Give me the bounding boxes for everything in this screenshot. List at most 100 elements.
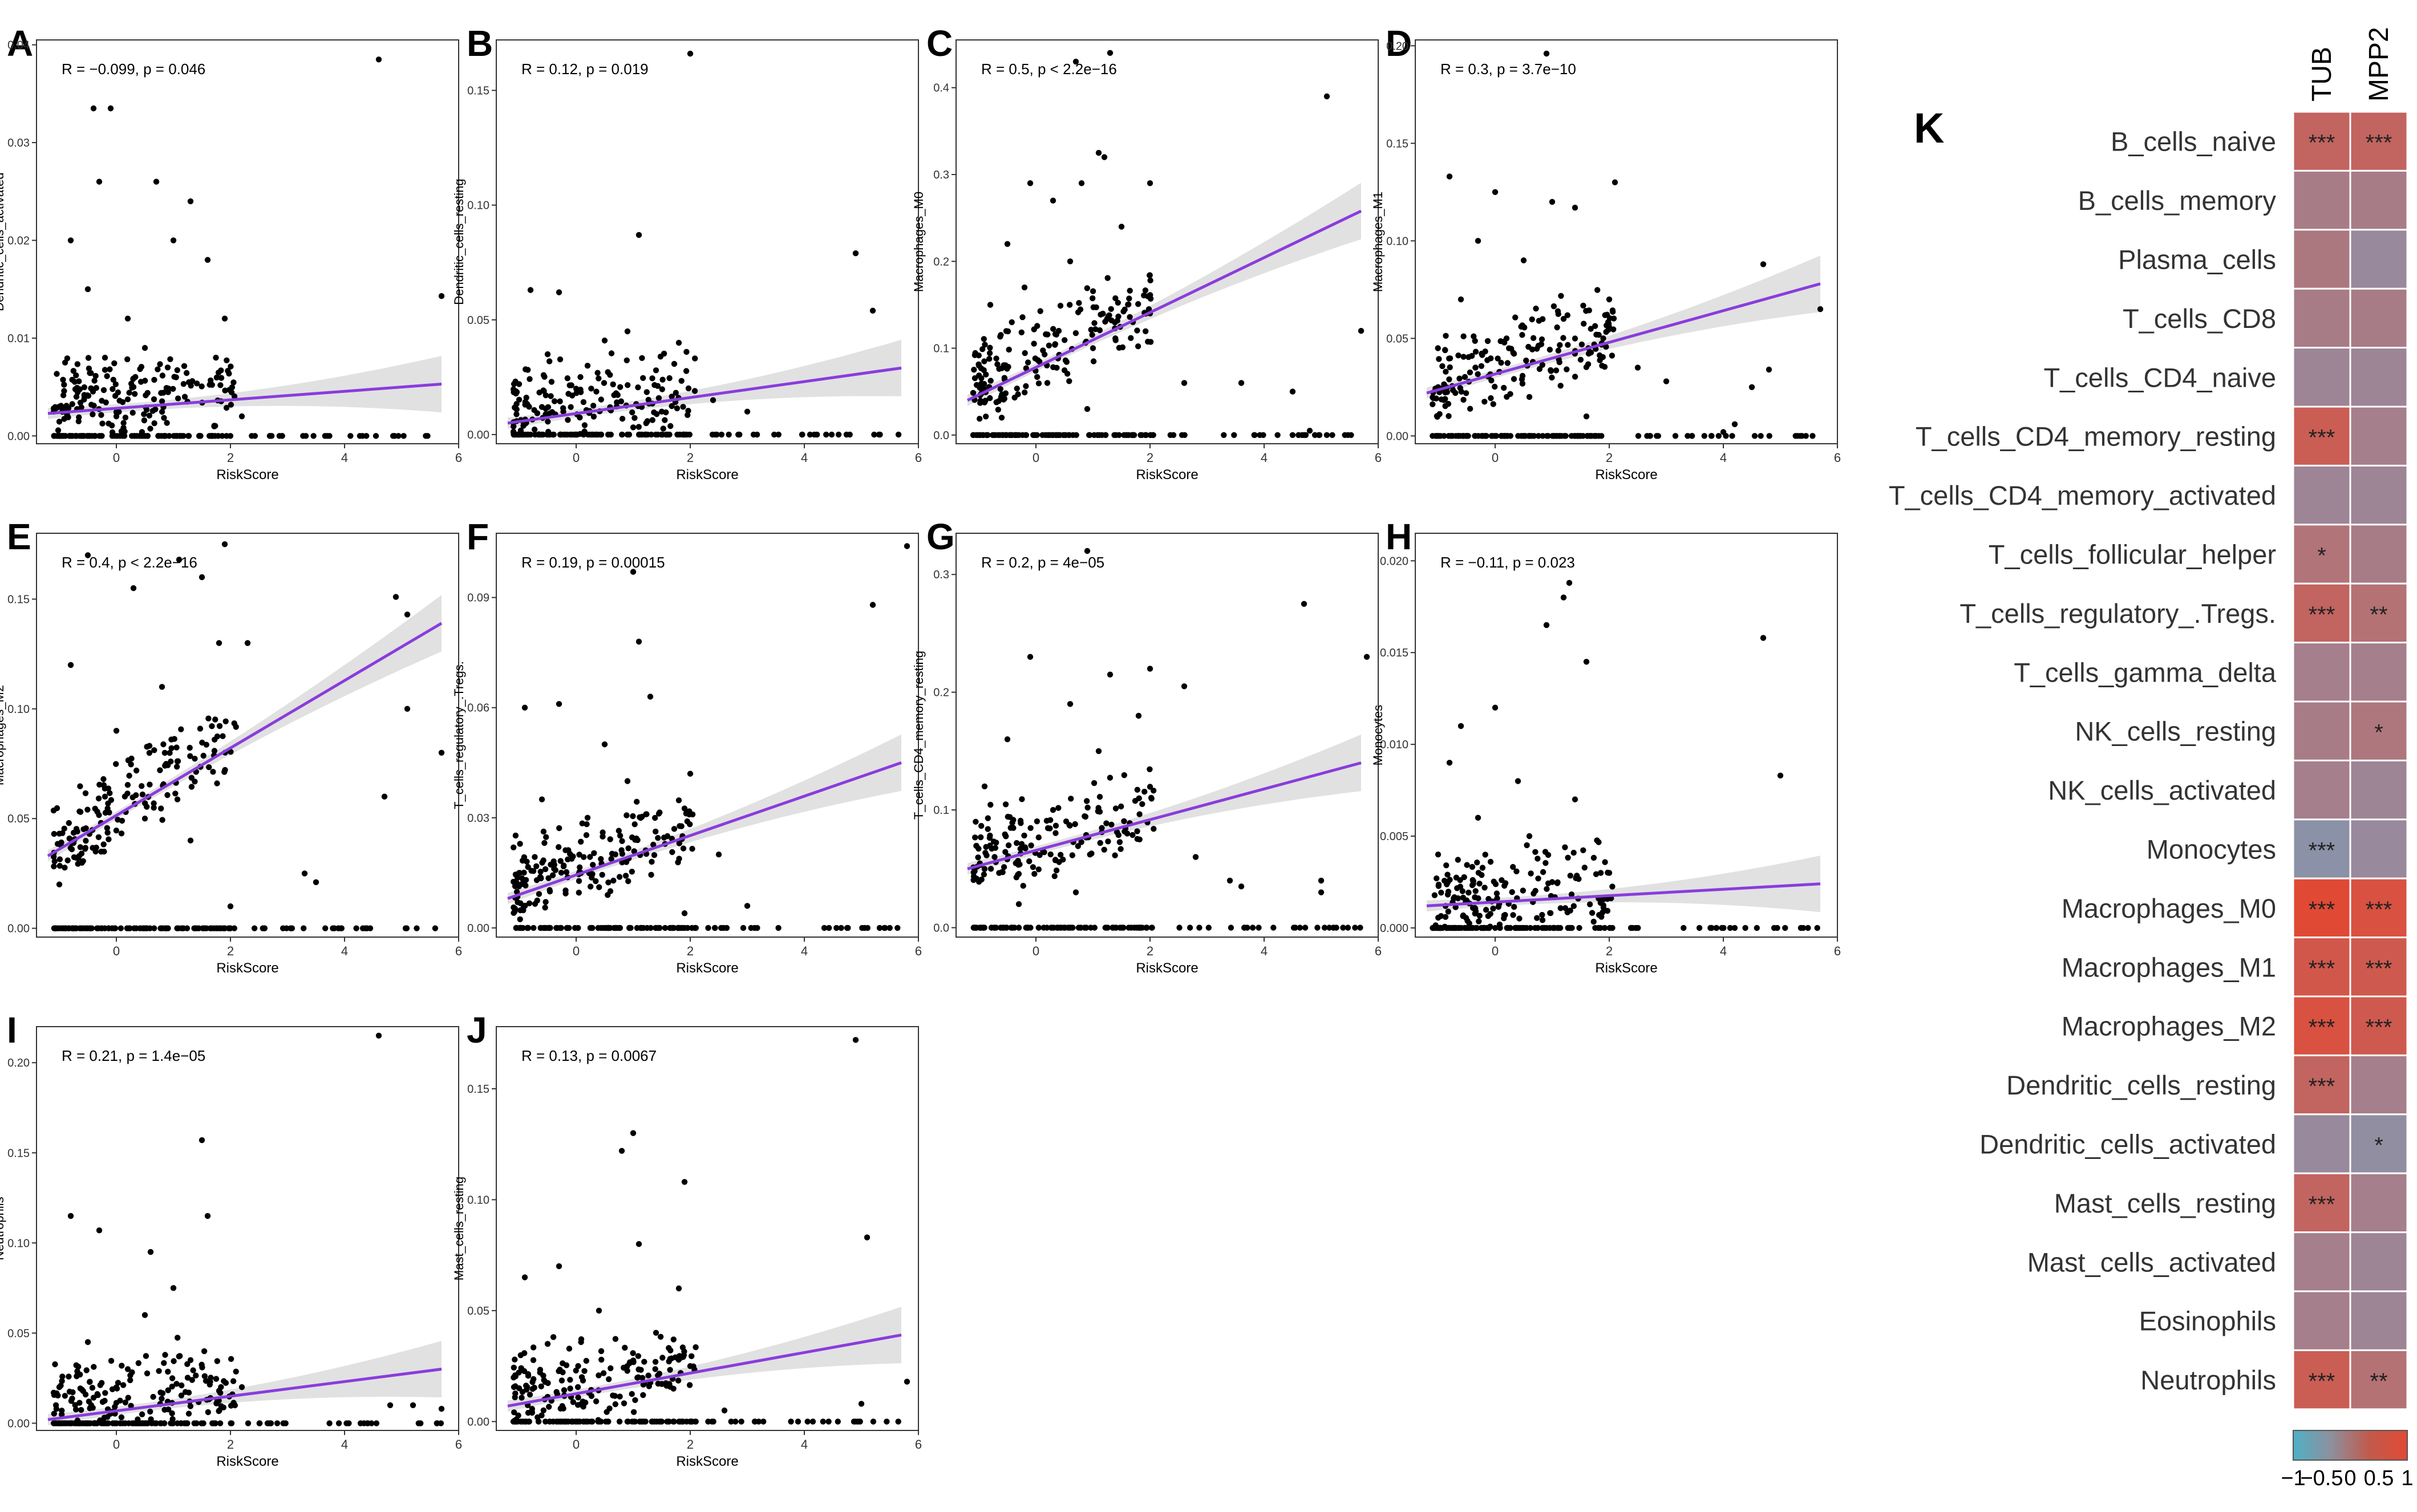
data-point xyxy=(1318,889,1325,895)
data-point xyxy=(64,355,71,362)
data-point xyxy=(599,871,605,878)
heatmap-cell xyxy=(2292,406,2351,467)
x-tick-label: 4 xyxy=(1261,944,1268,958)
data-point xyxy=(1022,844,1029,850)
data-point xyxy=(1187,925,1193,931)
data-point xyxy=(585,1418,591,1425)
heatmap-row-label: Plasma_cells xyxy=(2118,245,2276,275)
data-point xyxy=(1136,811,1143,817)
data-point xyxy=(621,1364,627,1371)
data-point xyxy=(1475,814,1481,821)
significance-mark: *** xyxy=(2366,131,2392,156)
data-point xyxy=(112,925,118,931)
data-point xyxy=(1241,925,1248,931)
data-point xyxy=(1461,374,1468,380)
data-point xyxy=(1540,869,1546,875)
data-point xyxy=(415,1420,422,1426)
data-point xyxy=(1147,666,1153,672)
data-point xyxy=(558,1418,565,1425)
x-tick-label: 0 xyxy=(573,451,580,465)
data-point xyxy=(1441,433,1447,439)
significance-mark: *** xyxy=(2309,1015,2335,1040)
x-tick-label: 4 xyxy=(1720,944,1727,958)
data-point xyxy=(183,370,190,376)
data-point xyxy=(986,350,993,356)
data-point xyxy=(557,431,564,438)
data-point xyxy=(1147,292,1153,298)
data-point xyxy=(251,925,258,931)
data-point xyxy=(598,1348,605,1355)
data-point xyxy=(630,1350,636,1356)
data-point xyxy=(625,845,631,852)
data-point xyxy=(381,793,388,800)
data-point xyxy=(522,902,528,909)
data-point xyxy=(1515,433,1521,439)
data-point xyxy=(1539,336,1545,343)
data-point xyxy=(1561,433,1568,439)
data-point xyxy=(973,818,979,825)
data-point xyxy=(1479,872,1485,878)
heatmap-cell xyxy=(2292,1231,2351,1292)
data-point xyxy=(1586,901,1593,907)
data-point xyxy=(1479,433,1485,439)
data-point xyxy=(517,841,523,847)
data-point xyxy=(212,716,218,723)
data-point xyxy=(95,1392,101,1399)
data-point xyxy=(112,393,119,399)
heatmap-cell xyxy=(2292,1172,2351,1234)
data-point xyxy=(1534,915,1540,921)
data-point xyxy=(208,377,214,384)
data-point xyxy=(169,1375,176,1381)
data-point xyxy=(1257,432,1263,438)
data-point xyxy=(1490,905,1496,912)
data-point xyxy=(1141,292,1147,299)
data-point xyxy=(659,386,666,392)
data-point xyxy=(62,1393,68,1399)
data-point xyxy=(978,876,985,883)
data-point xyxy=(1005,364,1011,370)
data-point xyxy=(744,408,751,415)
y-tick-label: 0.00 xyxy=(1386,430,1408,443)
data-point xyxy=(904,1379,910,1385)
data-point xyxy=(1176,925,1183,931)
data-point xyxy=(606,1405,613,1412)
data-point xyxy=(369,1420,375,1426)
data-point xyxy=(1602,859,1608,865)
significance-mark: *** xyxy=(2309,131,2335,156)
data-point xyxy=(512,832,519,839)
x-tick-label: 2 xyxy=(687,1437,694,1452)
data-point xyxy=(598,1356,605,1363)
data-point xyxy=(649,417,656,423)
data-point xyxy=(610,381,616,388)
data-point xyxy=(825,1418,832,1425)
data-point xyxy=(646,1383,653,1389)
data-point xyxy=(1090,358,1097,364)
data-point xyxy=(51,433,58,439)
data-point xyxy=(1557,342,1563,348)
data-point xyxy=(99,420,106,427)
data-point xyxy=(573,1367,579,1374)
data-point xyxy=(1495,903,1502,910)
data-point xyxy=(364,1420,371,1426)
data-point xyxy=(1137,925,1144,931)
data-point xyxy=(167,356,173,362)
colorbar xyxy=(2293,1430,2408,1461)
data-point xyxy=(1584,433,1590,439)
data-point xyxy=(971,925,978,931)
data-point xyxy=(414,925,420,931)
data-point xyxy=(218,1384,224,1391)
data-point xyxy=(67,237,74,244)
data-point xyxy=(159,684,165,690)
data-point xyxy=(1487,923,1493,930)
data-point xyxy=(643,389,650,395)
data-point xyxy=(56,862,63,869)
data-point xyxy=(1438,913,1444,919)
data-point xyxy=(1084,804,1091,811)
data-point xyxy=(983,414,989,420)
data-point xyxy=(175,395,181,402)
data-point xyxy=(141,417,148,424)
data-point xyxy=(100,841,107,848)
data-point xyxy=(1568,891,1575,898)
data-point xyxy=(55,427,62,433)
data-point xyxy=(554,925,561,931)
